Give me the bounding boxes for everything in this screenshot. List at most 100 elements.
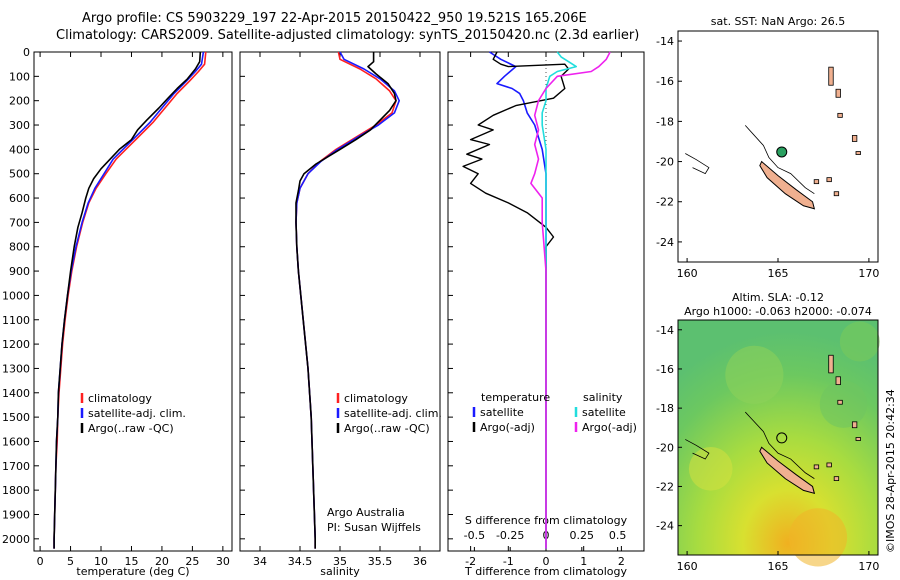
sdiff-tick-label: -0.25 bbox=[496, 529, 524, 542]
sla-map-island bbox=[837, 399, 843, 405]
sdiff-argo-line bbox=[530, 51, 611, 549]
tdiff-xtick-label: 1 bbox=[580, 555, 587, 568]
temperature-xlabel: temperature (deg C) bbox=[76, 565, 189, 578]
sal-argo-line bbox=[295, 52, 397, 549]
sst-map-island bbox=[837, 112, 843, 118]
temperature-legend-label: climatology bbox=[88, 392, 152, 405]
sst-map-island bbox=[855, 151, 861, 155]
sst-map-new-caledonia bbox=[759, 160, 816, 210]
sst-map-ytick-label: -14 bbox=[656, 35, 674, 48]
argo-australia-label: Argo Australia bbox=[327, 506, 405, 519]
salinity-xtick-label: 35 bbox=[333, 555, 347, 568]
depth-tick-label: 400 bbox=[9, 143, 30, 156]
temperature-xtick-label: 20 bbox=[155, 555, 169, 568]
depth-tick-label: 2000 bbox=[2, 533, 30, 546]
sdiff-tick-label: 0.25 bbox=[570, 529, 595, 542]
sdiff-satellite-line bbox=[541, 51, 578, 549]
sdiff-tick-label: 0.5 bbox=[609, 529, 627, 542]
sla-map-sla-patch bbox=[788, 508, 848, 567]
sla-map-island bbox=[833, 476, 840, 481]
sst-map-xtick-label: 165 bbox=[768, 267, 789, 280]
tdiff-legend-label: satellite bbox=[480, 406, 524, 419]
temperature-xtick-label: 0 bbox=[37, 555, 44, 568]
salinity-panel-frame bbox=[239, 51, 441, 552]
tdiff-xtick-label: 0 bbox=[543, 555, 550, 568]
depth-tick-label: 1700 bbox=[2, 460, 30, 473]
temperature-xtick-label: 5 bbox=[67, 555, 74, 568]
depth-tick-label: 1800 bbox=[2, 484, 30, 497]
sst-map-island bbox=[828, 66, 834, 86]
sst-map-island bbox=[835, 88, 841, 98]
sst-map-frame bbox=[677, 30, 879, 263]
sst-map-ytick-label: -20 bbox=[656, 156, 674, 169]
sla-map-sla-patch bbox=[839, 321, 880, 362]
sla-map-island bbox=[851, 421, 858, 429]
sla-map-xtick-label: 165 bbox=[768, 560, 789, 573]
sst-map-xtick-label: 170 bbox=[858, 267, 879, 280]
depth-tick-label: 1900 bbox=[2, 508, 30, 521]
sla-map-ytick-label: -18 bbox=[656, 402, 674, 415]
sst-map-island bbox=[833, 191, 840, 197]
depth-tick-label: 100 bbox=[9, 70, 30, 83]
depth-tick-label: 500 bbox=[9, 168, 30, 181]
salinity-xtick-label: 34 bbox=[253, 555, 267, 568]
salinity-legend-title: salinity bbox=[583, 391, 623, 404]
salinity-xtick-label: 36 bbox=[413, 555, 427, 568]
sst-map-ytick-label: -18 bbox=[656, 115, 674, 128]
sla-map-reef-west bbox=[685, 439, 710, 460]
tdiff-xtick-label: -2 bbox=[465, 555, 476, 568]
salinity-legend-label: satellite-adj. clim. bbox=[344, 407, 442, 420]
sla-map-ytick-label: -22 bbox=[656, 480, 674, 493]
sst-map-reef-west bbox=[685, 153, 710, 175]
depth-tick-label: 800 bbox=[9, 241, 30, 254]
credit-text: ©IMOS 28-Apr-2015 20:42:34 bbox=[884, 389, 897, 553]
depth-tick-label: 700 bbox=[9, 216, 30, 229]
sla-map-sla-patch bbox=[725, 345, 784, 404]
sla-map-ytick-label: -14 bbox=[656, 324, 674, 337]
sst-map-ytick-label: -16 bbox=[656, 75, 674, 88]
temp-climatology-line bbox=[53, 51, 207, 549]
sla-map-island bbox=[828, 354, 834, 374]
header-line2: Climatology: CARS2009. Satellite-adjuste… bbox=[56, 28, 640, 43]
temp-argo-line bbox=[53, 51, 202, 549]
temperature-xtick-label: 30 bbox=[216, 555, 230, 568]
depth-tick-label: 1500 bbox=[2, 411, 30, 424]
tdiff-xtick-label: -1 bbox=[503, 555, 514, 568]
sla-map-island bbox=[813, 464, 820, 470]
temperature-legend-label: Argo(..raw -QC) bbox=[88, 422, 174, 435]
temp-satellite-line bbox=[53, 51, 205, 549]
salinity-xtick-label: 34.5 bbox=[288, 555, 313, 568]
sdiff-tick-label: -0.5 bbox=[464, 529, 485, 542]
temperature-xtick-label: 25 bbox=[185, 555, 199, 568]
pi-label: PI: Susan Wijffels bbox=[327, 521, 421, 534]
sla-map-new-caledonia bbox=[759, 446, 816, 495]
sla-map-xtick-label: 170 bbox=[858, 560, 879, 573]
sst-map-xtick-label: 160 bbox=[677, 267, 698, 280]
depth-tick-label: 1600 bbox=[2, 435, 30, 448]
depth-tick-label: 1200 bbox=[2, 338, 30, 351]
sst-map-ytick-label: -22 bbox=[656, 196, 674, 209]
sla-map-reef bbox=[744, 411, 815, 479]
salinity-legend-label: Argo(..raw -QC) bbox=[344, 422, 430, 435]
depth-tick-label: 900 bbox=[9, 265, 30, 278]
temperature-legend-label: satellite-adj. clim. bbox=[88, 407, 186, 420]
sst-map-reef bbox=[744, 125, 815, 195]
sst-map-island bbox=[826, 177, 832, 183]
tdiff-xlabel: T difference from climatology bbox=[464, 565, 627, 578]
salinity-xtick-label: 35.5 bbox=[368, 555, 393, 568]
sdiff-legend-label: satellite bbox=[582, 406, 626, 419]
temperature-legend-title: temperature bbox=[481, 391, 550, 404]
depth-tick-label: 1100 bbox=[2, 314, 30, 327]
header-line1: Argo profile: CS 5903229_197 22-Apr-2015… bbox=[82, 11, 587, 26]
sla-map-ytick-label: -16 bbox=[656, 363, 674, 376]
depth-tick-label: 300 bbox=[9, 119, 30, 132]
sla-map-sla-patch bbox=[819, 380, 868, 428]
sst-map-title: sat. SST: NaN Argo: 26.5 bbox=[711, 15, 845, 28]
depth-tick-label: 200 bbox=[9, 95, 30, 108]
sst-map-island bbox=[851, 135, 858, 142]
sla-map-island bbox=[826, 462, 832, 468]
sla-map-sla-patch bbox=[688, 447, 733, 491]
sla-map-float-marker bbox=[776, 432, 788, 444]
temperature-panel-frame bbox=[33, 51, 233, 552]
sla-map-ytick-label: -20 bbox=[656, 441, 674, 454]
